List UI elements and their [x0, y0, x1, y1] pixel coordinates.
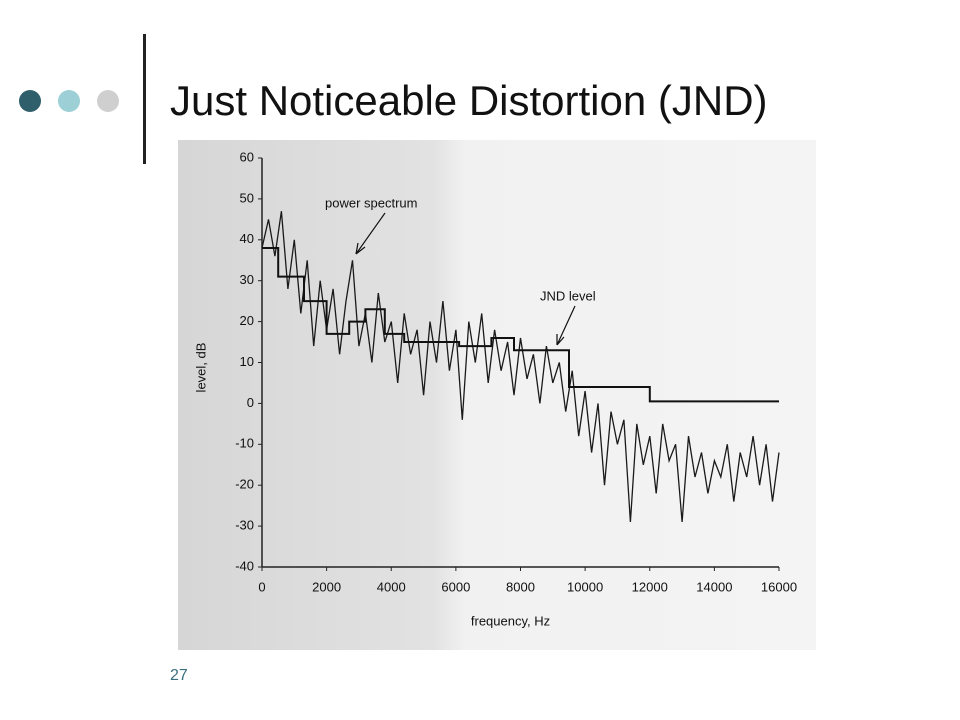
x-tick-label: 16000 [761, 579, 797, 594]
x-tick-label: 2000 [312, 579, 341, 594]
series-line [262, 247, 779, 403]
x-tick-label: 10000 [567, 579, 603, 594]
slide-title: Just Noticeable Distortion (JND) [170, 77, 768, 124]
x-tick-label: 12000 [632, 579, 668, 594]
annotation-arrow [556, 305, 576, 346]
y-tick-label: 0 [247, 395, 254, 410]
x-tick-label: 0 [258, 579, 265, 594]
dot [19, 90, 41, 112]
page-number: 27 [170, 667, 188, 684]
y-tick-label: -10 [235, 436, 254, 451]
x-tick-label: 14000 [696, 579, 732, 594]
x-tick-label: 6000 [441, 579, 470, 594]
y-axis-label: level, dB [193, 343, 208, 393]
y-tick-label: 60 [240, 149, 254, 164]
series-line [261, 211, 780, 523]
y-tick-label: -40 [235, 558, 254, 573]
dot [97, 90, 119, 112]
annotation: power spectrum [325, 195, 417, 210]
y-tick-label: 50 [240, 190, 254, 205]
scan-background [178, 140, 816, 650]
x-tick-label: 4000 [377, 579, 406, 594]
y-tick-label: 20 [240, 313, 254, 328]
divider [143, 34, 146, 164]
y-tick-label: 10 [240, 354, 254, 369]
annotation: JND level [540, 288, 596, 303]
y-tick-label: -30 [235, 518, 254, 533]
annotation-arrow [355, 212, 386, 255]
y-tick-label: 30 [240, 272, 254, 287]
dot [58, 90, 80, 112]
y-tick-label: 40 [240, 231, 254, 246]
chart: -40 -30 -20 -10 0 10 20 30 40 50 60 0 2000 4000 6000 80… [193, 149, 797, 628]
x-axis-label: frequency, Hz [471, 613, 550, 628]
y-tick-label: -20 [235, 477, 254, 492]
x-tick-label: 8000 [506, 579, 535, 594]
